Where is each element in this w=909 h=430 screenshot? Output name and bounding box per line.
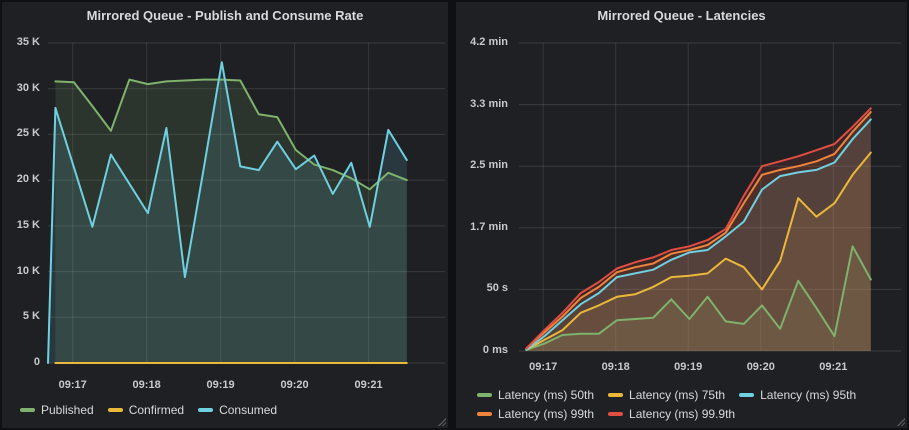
x-tick-label: 09:19 xyxy=(674,361,703,373)
legend-label: Consumed xyxy=(219,403,278,417)
y-tick-label: 30 K xyxy=(16,81,40,94)
x-tick-label: 09:17 xyxy=(529,361,558,373)
legend-label: Latency (ms) 99th xyxy=(498,407,595,421)
legend-swatch-icon xyxy=(608,412,624,416)
y-tick-label: 10 K xyxy=(16,264,40,277)
panel-resize-handle[interactable] xyxy=(896,417,905,426)
y-tick-label: 2.5 min xyxy=(470,159,508,172)
x-tick-label: 09:17 xyxy=(58,379,87,391)
legend-swatch-icon xyxy=(477,412,492,416)
x-tick-label: 09:18 xyxy=(132,379,161,391)
y-tick-label: 5 K xyxy=(22,310,40,323)
legend-swatch-icon xyxy=(20,408,35,412)
legend: Published Confirmed Consumed xyxy=(20,403,277,417)
legend-swatch-icon xyxy=(739,393,755,397)
legend-row: Latency (ms) 50th Latency (ms) 75th Latenc… xyxy=(477,388,856,402)
legend-item-latency-ms-95th[interactable]: Latency (ms) 95th xyxy=(739,388,856,402)
panel-resize-handle[interactable] xyxy=(437,417,446,426)
y-tick-label: 4.2 min xyxy=(470,36,508,48)
legend-label: Latency (ms) 95th xyxy=(760,388,857,402)
legend-row: Published Confirmed Consumed xyxy=(20,403,277,417)
legend: Latency (ms) 50th Latency (ms) 75th Latenc… xyxy=(477,388,856,421)
panel-latencies: Mirrored Queue - Latencies Latency (ms) … xyxy=(456,2,907,428)
legend-item-latency-ms-75th[interactable]: Latency (ms) 75th xyxy=(608,388,725,402)
legend-item-consumed[interactable]: Consumed xyxy=(198,403,277,417)
x-tick-label: 09:21 xyxy=(354,379,383,391)
panel-title[interactable]: Mirrored Queue - Latencies xyxy=(597,8,766,23)
chart-canvas xyxy=(47,42,445,364)
y-tick-label: 0 ms xyxy=(482,344,508,356)
legend-label: Latency (ms) 99.9th xyxy=(629,407,736,421)
y-tick-label: 3.3 min xyxy=(470,97,508,110)
x-tick-label: 09:18 xyxy=(601,361,630,373)
x-tick-label: 09:20 xyxy=(280,379,309,391)
y-tick-label: 0 xyxy=(33,356,40,368)
legend-swatch-icon xyxy=(608,393,624,397)
y-tick-label: 20 K xyxy=(16,173,40,186)
chart-canvas xyxy=(519,42,901,352)
panel-publish-consume-rate: Mirrored Queue - Publish and Consume Rat… xyxy=(2,2,448,428)
legend-swatch-icon xyxy=(107,408,123,412)
legend-label: Published xyxy=(41,403,94,417)
legend-label: Latency (ms) 50th xyxy=(498,388,595,402)
y-tick-label: 35 K xyxy=(16,36,40,48)
x-tick-label: 09:19 xyxy=(206,379,235,391)
legend-item-latency-ms-99-9th[interactable]: Latency (ms) 99.9th xyxy=(608,407,735,421)
y-tick-label: 15 K xyxy=(16,218,40,231)
y-tick-label: 25 K xyxy=(16,127,40,140)
legend-item-latency-ms-99th[interactable]: Latency (ms) 99th xyxy=(477,407,594,421)
legend-swatch-icon xyxy=(198,408,214,412)
y-tick-label: 1.7 min xyxy=(470,220,508,233)
legend-swatch-icon xyxy=(477,393,492,397)
legend-item-latency-ms-50th[interactable]: Latency (ms) 50th xyxy=(477,388,594,402)
y-tick-label: 50 s xyxy=(486,282,508,295)
legend-item-published[interactable]: Published xyxy=(20,403,94,417)
x-tick-label: 09:20 xyxy=(746,361,775,373)
legend-label: Confirmed xyxy=(128,403,185,417)
legend-row: Latency (ms) 99th Latency (ms) 99.9th xyxy=(477,407,856,421)
legend-item-confirmed[interactable]: Confirmed xyxy=(107,403,185,417)
panel-title[interactable]: Mirrored Queue - Publish and Consume Rat… xyxy=(86,8,364,23)
legend-label: Latency (ms) 75th xyxy=(629,388,726,402)
x-tick-label: 09:21 xyxy=(819,361,848,373)
